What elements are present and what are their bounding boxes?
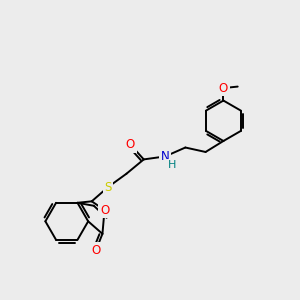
Text: H: H: [167, 160, 176, 170]
Text: O: O: [100, 203, 109, 217]
Text: S: S: [104, 181, 112, 194]
Text: O: O: [91, 244, 101, 257]
Text: N: N: [161, 150, 170, 163]
Text: O: O: [219, 82, 228, 94]
Text: O: O: [126, 138, 135, 151]
